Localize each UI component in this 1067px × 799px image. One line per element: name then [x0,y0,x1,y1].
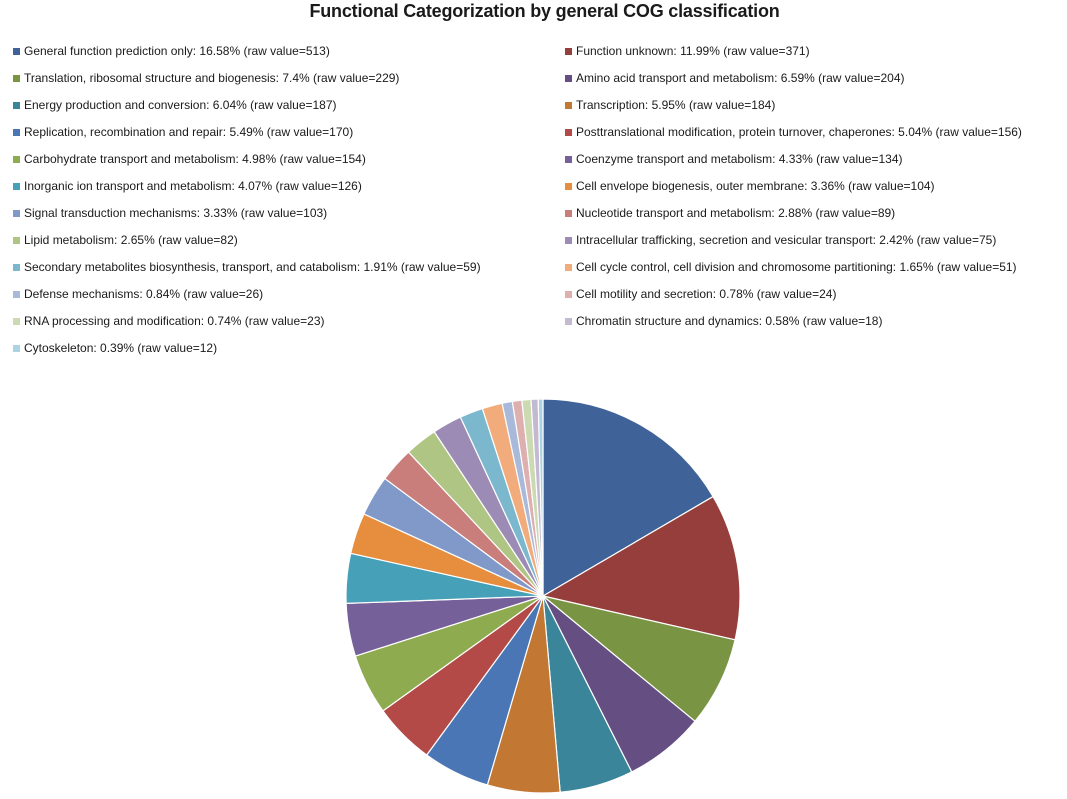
legend-swatch [565,236,572,244]
pie-slice [542,495,741,641]
legend-label: General function prediction only: 16.58%… [24,44,330,58]
legend-swatch [565,74,572,82]
legend-item: Defense mechanisms: 0.84% (raw value=26) [13,287,263,301]
legend-swatch [13,47,20,55]
legend-item: Replication, recombination and repair: 5… [13,125,353,139]
legend-item: Signal transduction mechanisms: 3.33% (r… [13,206,327,220]
legend-item: General function prediction only: 16.58%… [13,44,330,58]
legend-label: Nucleotide transport and metabolism: 2.8… [576,206,896,220]
legend-label: Cell cycle control, cell division and ch… [576,260,1017,274]
legend-label: Intracellular trafficking, secretion and… [576,233,997,247]
legend-swatch [565,182,572,190]
legend-label: Coenzyme transport and metabolism: 4.33%… [576,152,903,166]
legend-swatch [13,209,20,217]
legend-label: Posttranslational modification, protein … [576,125,1022,139]
legend-label: Inorganic ion transport and metabolism: … [24,179,362,193]
legend-item: Cytoskeleton: 0.39% (raw value=12) [13,341,217,355]
legend-label: Translation, ribosomal structure and bio… [24,71,400,85]
legend-item: Inorganic ion transport and metabolism: … [13,179,362,193]
legend-item: Carbohydrate transport and metabolism: 4… [13,152,366,166]
legend-swatch [565,47,572,55]
legend-item: Amino acid transport and metabolism: 6.5… [565,71,905,85]
legend-item: Cell cycle control, cell division and ch… [565,260,1017,274]
legend-item: Function unknown: 11.99% (raw value=371) [565,44,810,58]
legend-item: Translation, ribosomal structure and bio… [13,71,399,85]
legend-swatch [13,344,20,352]
legend-swatch [13,101,20,109]
legend-label: Signal transduction mechanisms: 3.33% (r… [24,206,328,220]
legend-label: Defense mechanisms: 0.84% (raw value=26) [24,287,264,301]
legend-swatch [565,128,572,136]
legend-swatch [13,74,20,82]
legend-swatch [565,155,572,163]
legend-label: RNA processing and modification: 0.74% (… [24,314,325,328]
pie-slice [542,398,714,597]
legend-label: Cell motility and secretion: 0.78% (raw … [576,287,837,301]
legend-swatch [565,263,572,271]
legend-swatch [565,101,572,109]
chart-title: Functional Categorization by general COG… [309,1,780,21]
legend-item: Cell motility and secretion: 0.78% (raw … [565,287,836,301]
legend-label: Replication, recombination and repair: 5… [24,125,354,139]
legend-swatch [13,317,20,325]
legend-label: Carbohydrate transport and metabolism: 4… [24,152,366,166]
legend-item: Lipid metabolism: 2.65% (raw value=82) [13,233,238,247]
legend-item: RNA processing and modification: 0.74% (… [13,314,325,328]
legend-item: Chromatin structure and dynamics: 0.58% … [565,314,882,328]
legend-label: Amino acid transport and metabolism: 6.5… [576,71,905,85]
legend-label: Function unknown: 11.99% (raw value=371) [576,44,810,58]
legend-swatch [565,290,572,298]
legend-label: Cytoskeleton: 0.39% (raw value=12) [24,341,218,355]
legend-label: Cell envelope biogenesis, outer membrane… [576,179,935,193]
legend-swatch [13,182,20,190]
legend-item: Energy production and conversion: 6.04% … [13,98,337,112]
legend-swatch [13,290,20,298]
legend-item: Transcription: 5.95% (raw value=184) [565,98,775,112]
legend-item: Cell envelope biogenesis, outer membrane… [565,179,935,193]
legend-swatch [13,263,20,271]
pie-slice [537,398,544,597]
legend-label: Secondary metabolites biosynthesis, tran… [24,260,481,274]
legend-item: Intracellular trafficking, secretion and… [565,233,996,247]
legend-label: Lipid metabolism: 2.65% (raw value=82) [24,233,238,247]
legend-swatch [13,155,20,163]
legend-swatch [13,236,20,244]
legend-item: Coenzyme transport and metabolism: 4.33%… [565,152,903,166]
legend-swatch [13,128,20,136]
legend-label: Energy production and conversion: 6.04% … [24,98,337,112]
legend-item: Posttranslational modification, protein … [565,125,1022,139]
legend-label: Transcription: 5.95% (raw value=184) [576,98,776,112]
legend-swatch [565,317,572,325]
legend-item: Nucleotide transport and metabolism: 2.8… [565,206,895,220]
legend-label: Chromatin structure and dynamics: 0.58% … [576,314,883,328]
legend-swatch [565,209,572,217]
legend-item: Secondary metabolites biosynthesis, tran… [13,260,481,274]
